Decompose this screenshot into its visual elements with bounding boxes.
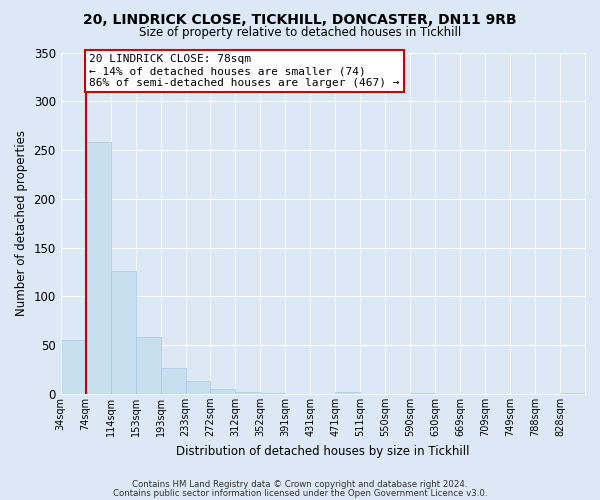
Text: Contains public sector information licensed under the Open Government Licence v3: Contains public sector information licen… bbox=[113, 488, 487, 498]
X-axis label: Distribution of detached houses by size in Tickhill: Distribution of detached houses by size … bbox=[176, 444, 470, 458]
Bar bbox=[61, 340, 86, 394]
Bar bbox=[110, 271, 136, 394]
Text: 20 LINDRICK CLOSE: 78sqm
← 14% of detached houses are smaller (74)
86% of semi-d: 20 LINDRICK CLOSE: 78sqm ← 14% of detach… bbox=[89, 54, 400, 88]
Text: 20, LINDRICK CLOSE, TICKHILL, DONCASTER, DN11 9RB: 20, LINDRICK CLOSE, TICKHILL, DONCASTER,… bbox=[83, 12, 517, 26]
Bar bbox=[86, 142, 110, 394]
Bar bbox=[560, 393, 585, 394]
Bar bbox=[410, 393, 435, 394]
Text: Size of property relative to detached houses in Tickhill: Size of property relative to detached ho… bbox=[139, 26, 461, 39]
Bar bbox=[235, 392, 260, 394]
Bar bbox=[136, 338, 161, 394]
Bar bbox=[211, 389, 235, 394]
Text: Contains HM Land Registry data © Crown copyright and database right 2024.: Contains HM Land Registry data © Crown c… bbox=[132, 480, 468, 489]
Bar bbox=[161, 368, 185, 394]
Bar bbox=[260, 393, 286, 394]
Bar bbox=[335, 392, 360, 394]
Y-axis label: Number of detached properties: Number of detached properties bbox=[15, 130, 28, 316]
Bar bbox=[185, 381, 211, 394]
